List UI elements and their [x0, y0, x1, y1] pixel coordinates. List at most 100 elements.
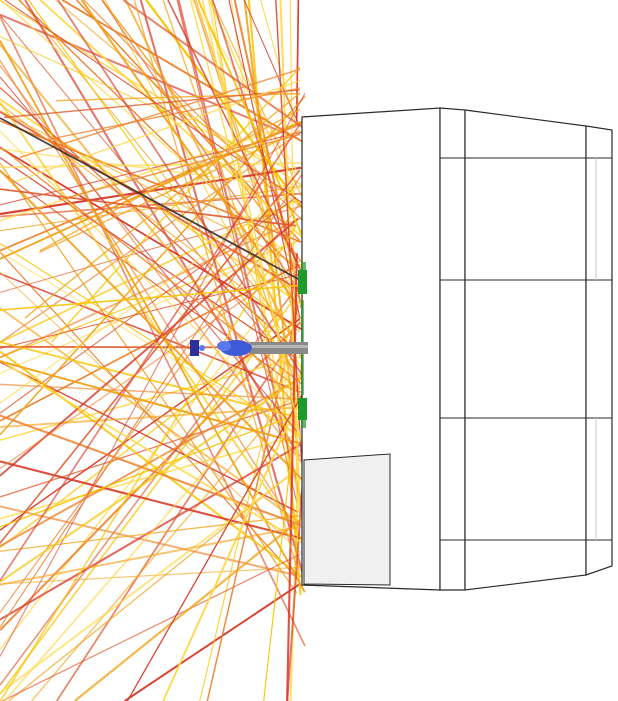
interaction-markers: [190, 262, 308, 428]
ray-line: [28, 0, 301, 378]
ray-line: [0, 350, 305, 579]
ray-line: [0, 226, 296, 701]
ray-line: [0, 355, 303, 441]
ray-line: [0, 124, 301, 582]
ray-line: [0, 95, 306, 436]
sensor-marker-lower: [298, 398, 307, 420]
ray-line: [0, 148, 302, 190]
source-blob-tail: [217, 341, 231, 351]
ray-line: [0, 284, 306, 311]
sensor-marker-upper-tip: [301, 262, 306, 270]
middle-column: [439, 107, 466, 591]
ray-line: [2, 553, 301, 701]
end-cap: [585, 125, 613, 576]
ray-line: [0, 169, 301, 544]
ray-line: [0, 272, 301, 393]
ray-line: [48, 87, 301, 141]
ray-line: [0, 120, 302, 243]
ray-line: [0, 377, 300, 583]
ray-line: [30, 385, 301, 701]
ray-line: [0, 215, 306, 359]
ray-line: [275, 0, 303, 462]
ray-line: [0, 288, 297, 686]
sensor-marker-upper: [298, 270, 307, 294]
ray-line: [0, 157, 297, 359]
highlighted-track: [0, 117, 301, 281]
detector-structure: [301, 107, 613, 591]
ray-line: [0, 316, 302, 549]
ray-line: [0, 184, 302, 404]
ray-line: [0, 405, 306, 428]
ray-line: [3, 89, 301, 119]
sensor-marker-lower-tip: [301, 420, 306, 428]
ray-line: [4, 0, 303, 204]
ray-line: [0, 260, 301, 469]
ray-line: [124, 0, 305, 363]
ray-line: [8, 469, 297, 701]
ray-line: [167, 0, 306, 279]
ray-line: [243, 0, 300, 458]
ray-line: [83, 0, 306, 224]
ray-line: [51, 66, 301, 343]
ray-line: [0, 92, 306, 657]
ray-line: [0, 196, 306, 613]
ray-line: [0, 271, 306, 557]
ray-line: [58, 133, 301, 201]
ray-line: [201, 0, 305, 450]
ray-line: [207, 0, 298, 490]
ray-line: [0, 460, 303, 540]
ray-line: [0, 273, 303, 349]
ray-line: [0, 101, 303, 541]
ray-line: [0, 514, 304, 552]
ray-line: [0, 341, 299, 419]
ray-line: [177, 0, 307, 518]
ray-line: [193, 0, 297, 319]
ray-line: [243, 0, 300, 126]
ray-line: [228, 0, 301, 319]
ray-line: [0, 188, 297, 227]
ray-line: [39, 129, 301, 253]
ray-line: [101, 0, 296, 286]
ray-bundle: [0, 0, 307, 701]
ray-line: [0, 14, 298, 374]
ray-line: [0, 170, 306, 628]
ray-line: [133, 0, 298, 569]
ray-line: [0, 119, 305, 222]
ray-line: [295, 0, 300, 122]
ray-line: [0, 217, 299, 477]
ray-line: [0, 296, 297, 695]
ray-line: [0, 192, 306, 218]
ray-line: [0, 76, 298, 432]
ray-line: [39, 108, 301, 252]
ray-line: [0, 359, 306, 546]
ray-line: [61, 0, 305, 144]
ray-line: [124, 583, 301, 701]
ray-line: [19, 68, 301, 159]
ray-line: [0, 130, 301, 436]
ray-line: [176, 0, 298, 503]
ray-line: [126, 389, 306, 701]
ray-line: [80, 0, 298, 305]
probe-rod-highlight: [250, 345, 308, 348]
ray-line: [0, 566, 303, 585]
ray-line: [0, 383, 297, 400]
rear-section: [464, 109, 587, 591]
ray-line: [74, 517, 303, 701]
ray-line: [0, 360, 306, 446]
ray-line: [211, 0, 298, 263]
ray-line: [4, 363, 298, 701]
ray-line: [55, 0, 306, 212]
ray-line: [286, 253, 298, 701]
ray-line: [122, 0, 304, 129]
ray-line: [0, 524, 306, 586]
ray-line: [0, 243, 302, 438]
ray-line: [0, 318, 301, 531]
ray-line: [211, 0, 300, 540]
source-core: [190, 340, 199, 356]
ray-line: [197, 0, 303, 235]
ray-line: [162, 394, 303, 701]
source-core-dot: [199, 345, 205, 351]
lower-shaded-block: [303, 453, 391, 586]
